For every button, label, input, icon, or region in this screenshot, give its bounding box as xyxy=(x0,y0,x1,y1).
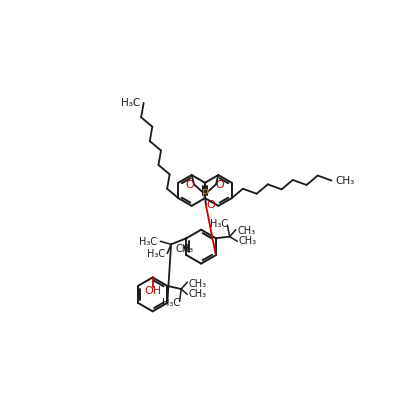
Text: O: O xyxy=(207,200,216,210)
Text: CH₃: CH₃ xyxy=(189,289,207,299)
Text: P: P xyxy=(202,188,208,201)
Text: H₃C: H₃C xyxy=(147,248,165,258)
Text: CH₃: CH₃ xyxy=(175,244,193,254)
Text: H₃C: H₃C xyxy=(139,237,157,247)
Text: CH₃: CH₃ xyxy=(335,176,354,186)
Text: CH₃: CH₃ xyxy=(189,279,207,289)
Text: O: O xyxy=(186,180,194,190)
Text: O: O xyxy=(216,180,224,190)
Text: OH: OH xyxy=(144,286,161,296)
Text: H₃C: H₃C xyxy=(210,219,228,229)
Text: H₃C: H₃C xyxy=(120,98,140,108)
Text: H₃C: H₃C xyxy=(162,298,180,308)
Text: CH₃: CH₃ xyxy=(239,236,257,246)
Text: CH₃: CH₃ xyxy=(237,226,256,236)
